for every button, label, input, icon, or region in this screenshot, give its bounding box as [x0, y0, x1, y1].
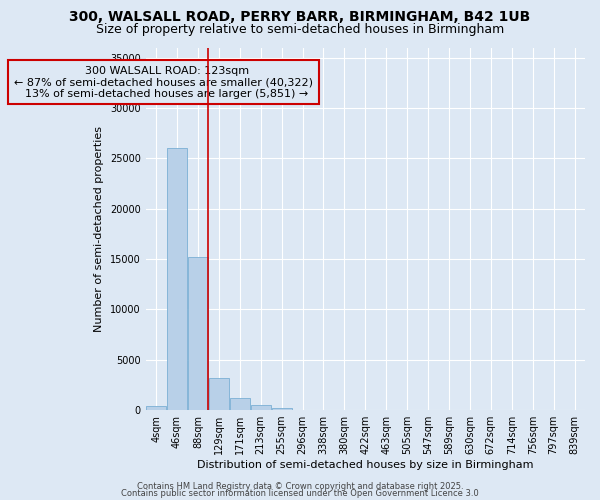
X-axis label: Distribution of semi-detached houses by size in Birmingham: Distribution of semi-detached houses by …: [197, 460, 533, 470]
Bar: [167, 148, 187, 410]
Bar: [188, 257, 208, 410]
Text: 300, WALSALL ROAD, PERRY BARR, BIRMINGHAM, B42 1UB: 300, WALSALL ROAD, PERRY BARR, BIRMINGHA…: [70, 10, 530, 24]
Text: Size of property relative to semi-detached houses in Birmingham: Size of property relative to semi-detach…: [96, 22, 504, 36]
Y-axis label: Number of semi-detached properties: Number of semi-detached properties: [94, 126, 104, 332]
Bar: [251, 405, 271, 410]
Text: 300 WALSALL ROAD: 123sqm
← 87% of semi-detached houses are smaller (40,322)
  13: 300 WALSALL ROAD: 123sqm ← 87% of semi-d…: [14, 66, 313, 99]
Bar: [230, 398, 250, 410]
Bar: [209, 378, 229, 410]
Text: Contains HM Land Registry data © Crown copyright and database right 2025.: Contains HM Land Registry data © Crown c…: [137, 482, 463, 491]
Bar: [146, 406, 166, 410]
Text: Contains public sector information licensed under the Open Government Licence 3.: Contains public sector information licen…: [121, 488, 479, 498]
Bar: [272, 408, 292, 410]
